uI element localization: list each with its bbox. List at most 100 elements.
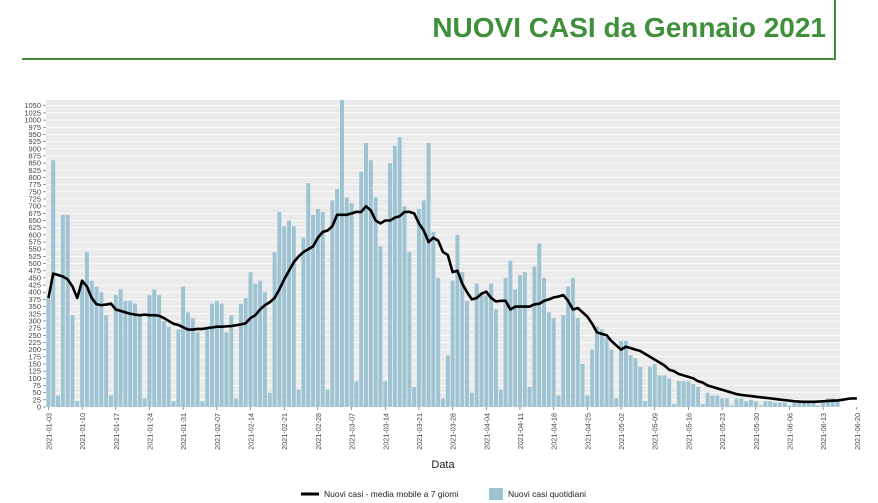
bar (503, 277, 508, 407)
bar (412, 386, 417, 407)
bar (729, 405, 734, 407)
bar (705, 392, 710, 407)
bar (65, 214, 70, 407)
bar (262, 292, 267, 407)
y-tick-label: 0 (37, 403, 41, 412)
bar (238, 303, 243, 407)
bar (537, 243, 542, 407)
bar (527, 386, 532, 407)
bar (359, 171, 364, 407)
y-tick-label: 150 (28, 359, 41, 368)
x-tick-label: 2021-06-20 (853, 413, 862, 450)
bar (623, 341, 628, 407)
bar (436, 277, 441, 407)
bar (344, 197, 349, 407)
y-tick-label: 1050 (24, 101, 41, 110)
x-tick-label: 2021-05-09 (651, 413, 660, 450)
x-tick-label: 2021-05-02 (617, 413, 626, 450)
bar (190, 318, 195, 407)
x-tick-label: 2021-03-21 (415, 413, 424, 450)
bar (590, 349, 595, 407)
bar (397, 137, 402, 407)
y-tick-label: 500 (28, 259, 41, 268)
bar (734, 398, 739, 407)
bar (763, 401, 768, 407)
x-tick-label: 2021-01-17 (112, 413, 121, 450)
x-tick-label: 2021-06-06 (785, 413, 794, 450)
bar (234, 398, 239, 407)
bar (80, 280, 85, 407)
x-tick-label: 2021-04-11 (516, 413, 525, 449)
bar (676, 381, 681, 407)
bar (599, 329, 604, 407)
bar (118, 289, 123, 407)
bar (383, 381, 388, 407)
bar (513, 289, 518, 407)
x-tick-label: 2021-04-18 (550, 413, 559, 450)
x-tick-label: 2021-05-16 (684, 413, 693, 450)
x-tick-label: 2021-04-04 (482, 413, 491, 450)
bar (643, 401, 648, 407)
bar (161, 320, 166, 407)
y-tick-label: 250 (28, 331, 41, 340)
bar (749, 399, 753, 407)
bar (176, 329, 181, 407)
bar (171, 401, 176, 407)
bar (267, 392, 272, 407)
y-tick-label: 675 (28, 209, 41, 218)
bar (349, 203, 354, 407)
bar (166, 326, 171, 407)
y-tick-label: 225 (28, 338, 41, 347)
y-tick-label: 100 (28, 374, 41, 383)
bar (522, 272, 527, 407)
bar (137, 315, 142, 407)
x-tick-label: 2021-03-14 (381, 413, 390, 450)
bar (638, 366, 643, 407)
y-tick-label: 300 (28, 316, 41, 325)
bar (354, 381, 359, 407)
bar (291, 226, 296, 407)
bar (484, 295, 489, 407)
bar (104, 315, 109, 407)
x-tick-label: 2021-01-10 (78, 413, 87, 450)
bar (89, 280, 94, 407)
x-tick-label: 2021-05-23 (718, 413, 727, 450)
y-tick-label: 275 (28, 324, 41, 333)
page-title: NUOVI CASI da Gennaio 2021 (432, 12, 826, 43)
y-tick-label: 725 (28, 194, 41, 203)
y-tick-label: 625 (28, 223, 41, 232)
x-tick-label: 2021-06-13 (819, 413, 828, 450)
bar (56, 395, 61, 407)
bar (811, 402, 816, 407)
x-tick-label: 2021-05-30 (752, 413, 761, 450)
bar (392, 145, 397, 407)
bar (407, 252, 412, 407)
y-tick-label: 325 (28, 309, 41, 318)
bar (210, 303, 214, 407)
bar (715, 395, 720, 407)
bar (672, 404, 676, 407)
y-tick-label: 350 (28, 302, 41, 311)
bar (474, 283, 479, 407)
bar (821, 401, 826, 407)
bar (797, 401, 802, 407)
y-tick-label: 125 (28, 367, 41, 376)
bar (60, 214, 65, 407)
bar (469, 392, 474, 407)
x-tick-label: 2021-04-25 (583, 413, 592, 450)
bar (123, 300, 128, 407)
bar (628, 355, 633, 407)
bar (700, 404, 705, 407)
bar (580, 363, 585, 407)
bar (595, 326, 599, 407)
bar (339, 100, 344, 407)
bar (787, 405, 792, 407)
bar (546, 312, 551, 407)
bar (758, 405, 763, 407)
bar (133, 303, 137, 407)
y-tick-label: 25 (33, 395, 41, 404)
bar (489, 283, 494, 407)
bar (782, 402, 787, 407)
bar (416, 209, 421, 407)
